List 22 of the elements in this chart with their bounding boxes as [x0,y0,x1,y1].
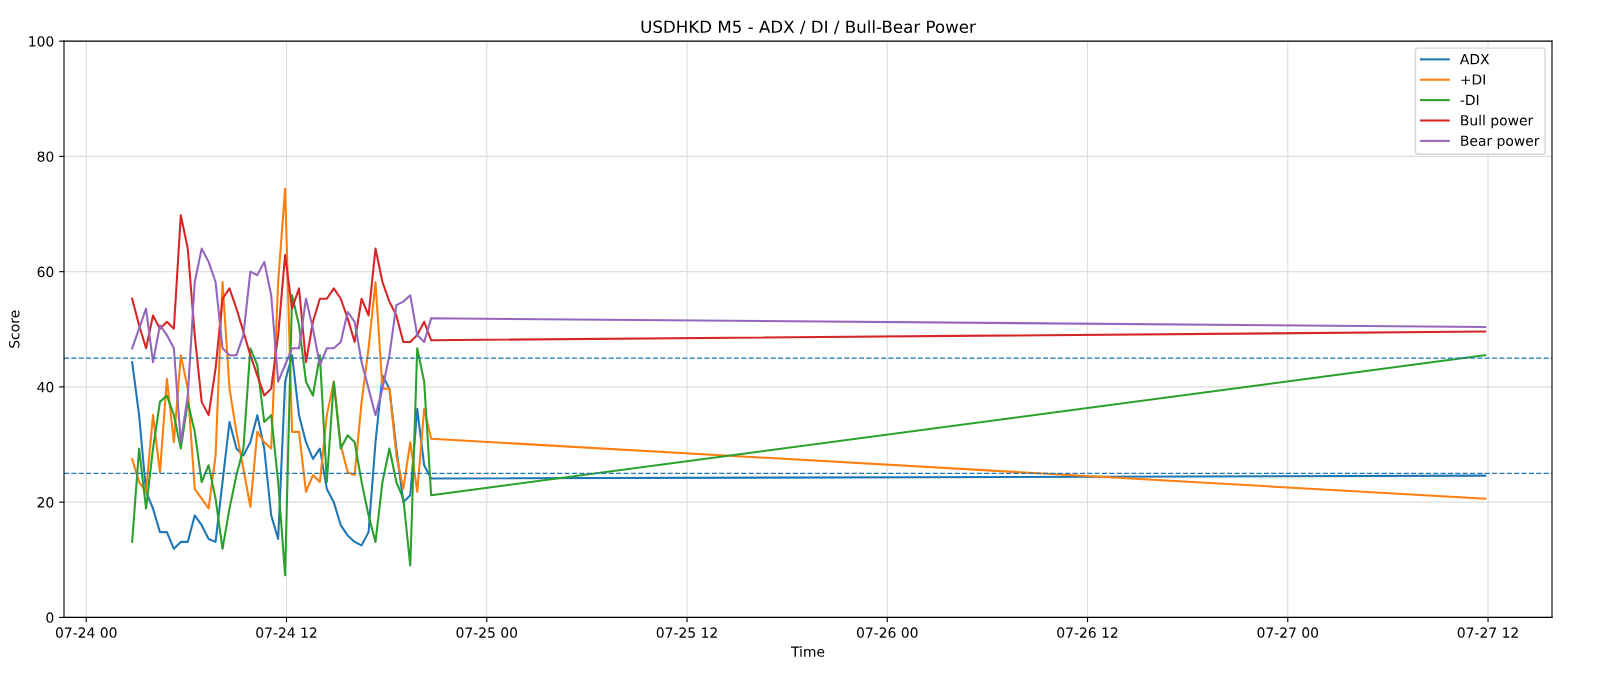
x-tick-label: 07-26 00 [856,627,918,638]
x-tick-label: 07-25 12 [656,627,717,638]
x-tick-label: 07-27 00 [1257,627,1319,638]
legend-label: Bull power [1461,114,1534,129]
y-tick-label: 100 [29,36,54,47]
chart-title: USDHKD M5 - ADX / DI / Bull-Bear Power [641,20,976,35]
y-axis-title: Score [9,310,20,348]
x-tick-label: 07-25 00 [456,627,518,638]
x-axis-title: Time [790,646,825,657]
y-tick-label: 60 [37,266,54,278]
legend-label: +DI [1461,74,1485,85]
x-tick-label: 07-24 00 [55,627,117,638]
x-tick-label: 07-24 12 [256,627,317,638]
y-tick-label: 40 [37,381,54,393]
x-tick-label: 07-27 12 [1457,627,1518,638]
legend-label: -DI [1460,94,1479,105]
y-tick-label: 80 [37,151,54,162]
legend-label: ADX [1459,54,1490,65]
y-tick-label: 0 [46,612,54,623]
x-tick-label: 07-26 12 [1057,627,1118,638]
y-tick-label: 20 [37,497,54,508]
legend-label: Bear power [1461,135,1540,149]
